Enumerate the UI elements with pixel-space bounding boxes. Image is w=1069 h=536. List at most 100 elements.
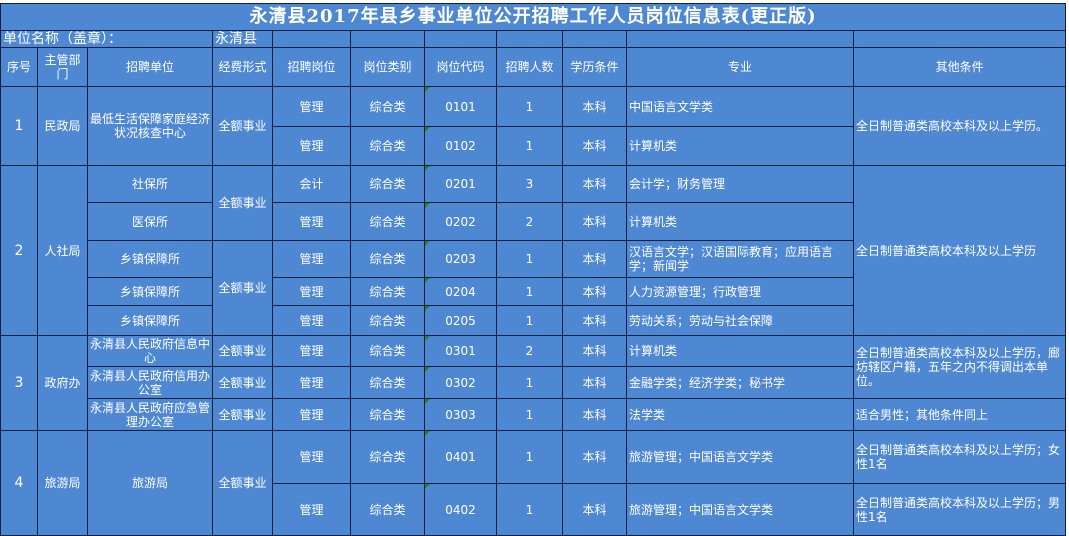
funding-cell: 全额事业 [212,366,273,399]
count-cell: 1 [496,305,563,336]
edu-cell: 本科 [562,240,627,278]
major-cell: 法学类 [626,398,854,431]
edu-cell: 本科 [562,430,627,484]
other-cell: 全日制普通类高校本科及以上学历；男性1名 [852,483,1067,536]
blank-cell [496,30,563,48]
table-row: 乡镇保障所 管理 综合类 0205 1 本科 劳动关系；劳动与社会保障 [1,305,1066,336]
unit-cell: 最低生活保障家庭经济状况核查中心 [87,86,213,166]
major-cell: 会计学；财务管理 [626,165,854,203]
unit-cell: 乡镇保障所 [87,240,213,278]
header-row: 序号 主管部门 招聘单位 经费形式 招聘岗位 岗位类别 岗位代码 招聘人数 学历… [0,47,1067,87]
category-cell: 综合类 [350,305,425,336]
count-cell: 1 [496,126,563,166]
edu-cell: 本科 [562,366,627,399]
major-cell: 中国语言文学类 [626,86,854,127]
funding-cell: 全额事业 [212,165,273,241]
code-cell: 0205 [424,305,497,336]
major-cell: 计算机类 [626,335,854,367]
header-cell: 其他条件 [852,47,1067,87]
category-cell: 综合类 [350,483,425,536]
count-cell: 1 [496,483,563,536]
dept-cell: 旅游局 [37,430,88,536]
header-cell: 序号 [0,47,38,87]
table-row: 管理 综合类 0402 1 本科 旅游管理；中国语言文学类 全日制普通类高校本科… [1,483,1067,536]
header-cell: 学历条件 [562,47,627,87]
unit-cell: 旅游局 [87,430,213,536]
header-cell: 岗位代码 [424,47,497,87]
header-cell: 专业 [626,47,854,87]
header-cell: 招聘单位 [87,47,213,87]
category-cell: 综合类 [350,430,425,484]
count-cell: 1 [496,366,563,399]
unit-name-value: 永清县 [212,30,273,48]
recruitment-table: 永清县2017年县乡事业单位公开招聘工作人员岗位信息表(更正版) 单位名称（盖章… [0,3,1067,536]
category-cell: 综合类 [350,240,425,278]
table-row: 永清县人民政府应急管理办公室 全额事业 管理 综合类 0303 1 本科 法学类… [1,398,1067,431]
code-cell: 0201 [424,165,497,203]
header-cell: 经费形式 [212,47,273,87]
edu-cell: 本科 [562,126,627,166]
dept-cell: 人社局 [37,165,88,336]
other-cell: 全日制普通类高校本科及以上学历；女性1名 [852,430,1067,484]
edu-cell: 本科 [562,305,627,336]
code-cell: 0102 [424,126,497,166]
funding-cell: 全额事业 [212,335,273,367]
blank-cell [562,30,627,48]
funding-cell: 全额事业 [212,430,273,536]
seq-cell: 3 [0,335,38,431]
code-cell: 0101 [424,86,497,127]
count-cell: 1 [496,86,563,127]
unit-cell: 医保所 [87,202,213,241]
seq-cell: 1 [0,86,38,166]
table-row: 2 人社局 社保所 全额事业 会计 综合类 0201 3 本科 会计学；财务管理… [0,165,1067,336]
category-cell: 综合类 [350,398,425,431]
post-cell: 管理 [272,126,351,166]
edu-cell: 本科 [562,86,627,127]
other-cell: 全日制普通类高校本科及以上学历。 [852,86,1067,166]
table-row: 永清县人民政府信用办公室 全额事业 管理 综合类 0302 1 本科 金融学类；… [1,366,1066,399]
major-cell: 旅游管理；中国语言文学类 [626,430,854,484]
post-cell: 管理 [272,305,351,336]
unit-name-label: 单位名称（盖章）： [0,30,213,48]
post-cell: 管理 [272,277,351,306]
unit-cell: 乡镇保障所 [87,277,213,306]
table-row: 管理 综合类 0102 1 本科 计算机类 [1,126,1066,166]
count-cell: 2 [496,335,563,367]
major-cell: 劳动关系；劳动与社会保障 [626,305,854,336]
count-cell: 3 [496,165,563,203]
edu-cell: 本科 [562,202,627,241]
table-row: 乡镇保障所 全额事业 管理 综合类 0203 1 本科 汉语言文学；汉语国际教育… [1,240,1066,336]
seq-cell: 4 [0,430,38,536]
funding-cell: 全额事业 [212,86,273,166]
major-cell: 计算机类 [626,202,854,241]
post-cell: 管理 [272,240,351,278]
header-cell: 招聘岗位 [272,47,351,87]
edu-cell: 本科 [562,277,627,306]
category-cell: 综合类 [350,277,425,306]
code-cell: 0401 [424,430,497,484]
dept-cell: 政府办 [37,335,88,431]
post-cell: 管理 [272,335,351,367]
category-cell: 综合类 [350,366,425,399]
blank-cell [852,30,1067,48]
other-cell: 全日制普通类高校本科及以上学历 [852,165,1067,336]
count-cell: 1 [496,277,563,306]
post-cell: 会计 [272,165,351,203]
table-row: 3 政府办 永清县人民政府信息中心 全额事业 管理 综合类 0301 2 本科 … [0,335,1067,431]
category-cell: 综合类 [350,335,425,367]
edu-cell: 本科 [562,165,627,203]
dept-cell: 民政局 [37,86,88,166]
code-cell: 0402 [424,483,497,536]
code-cell: 0203 [424,240,497,278]
major-cell: 人力资源管理；行政管理 [626,277,854,306]
other-cell: 全日制普通类高校本科及以上学历，廊坊辖区户籍，五年之内不得调出本单位。 [852,335,1067,399]
code-cell: 0303 [424,398,497,431]
category-cell: 综合类 [350,126,425,166]
major-cell: 旅游管理；中国语言文学类 [626,483,854,536]
code-cell: 0302 [424,366,497,399]
category-cell: 综合类 [350,86,425,127]
unit-cell: 永清县人民政府应急管理办公室 [87,398,213,431]
category-cell: 综合类 [350,165,425,203]
post-cell: 管理 [272,430,351,484]
header-cell: 主管部门 [37,47,88,87]
